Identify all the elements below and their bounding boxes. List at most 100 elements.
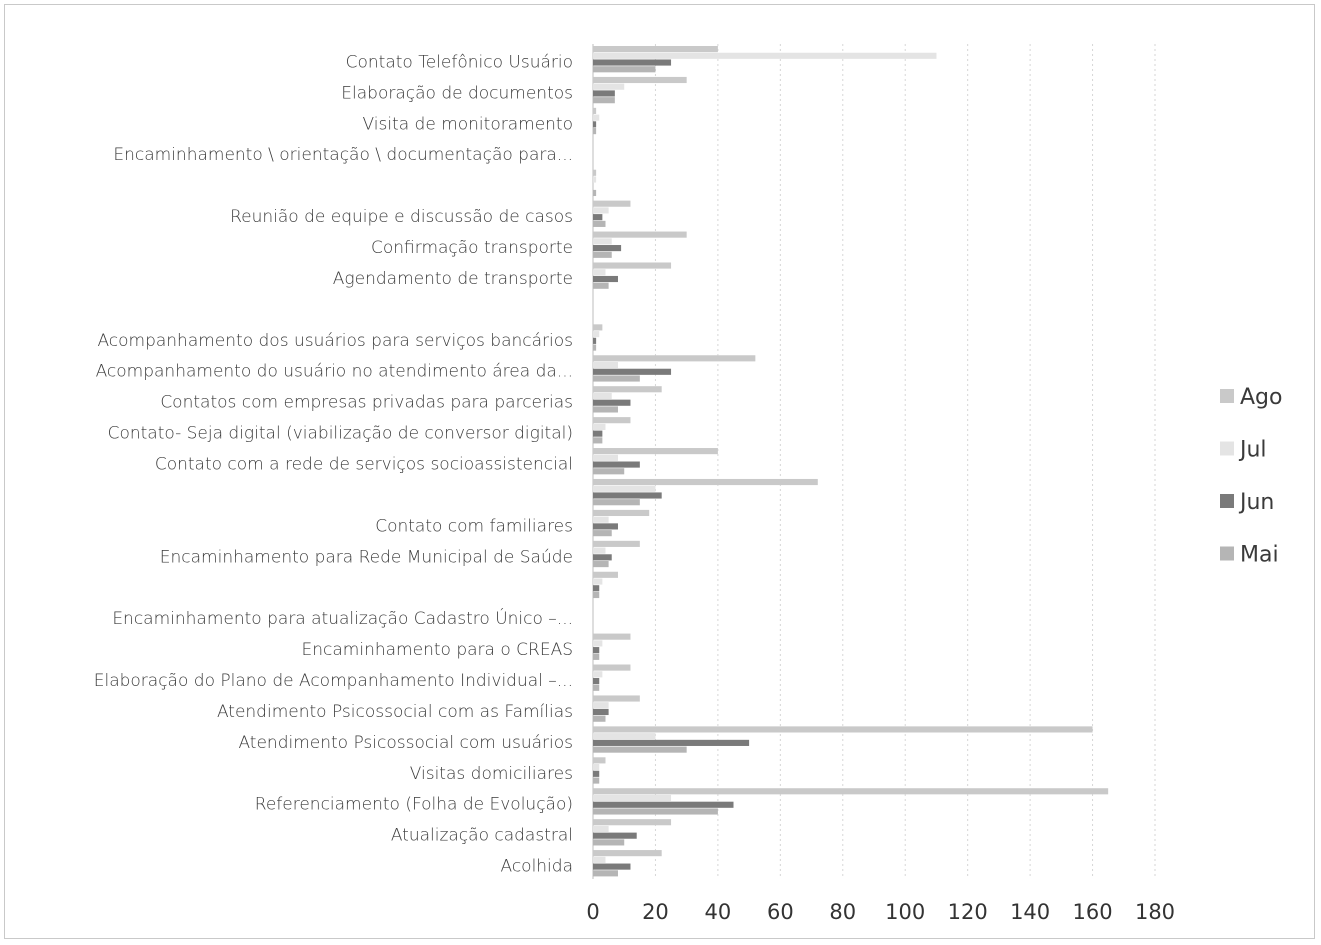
x-tick-label: 160	[1073, 900, 1113, 924]
bar-ago	[593, 262, 671, 268]
bar-ago	[593, 170, 596, 176]
bar-ago	[593, 417, 630, 423]
bar-jul	[593, 84, 624, 90]
bar-jun	[593, 709, 609, 715]
x-tick-label: 60	[767, 900, 794, 924]
category-label: Acompanhamento dos usuários para serviço…	[97, 331, 573, 351]
bar-ago	[593, 77, 687, 83]
bar-jul	[593, 671, 602, 677]
bar-mai	[593, 252, 612, 258]
category-label: Atendimento Psicossocial com as Famílias	[217, 702, 573, 722]
bar-jul	[593, 702, 609, 708]
bar-mai	[593, 66, 655, 72]
category-label: Reunião de equipe e discussão de casos	[230, 207, 573, 227]
bar-jul	[593, 331, 599, 337]
bar-ago	[593, 726, 1093, 732]
category-labels: Contato Telefônico Usuário Elaboração de …	[94, 52, 573, 876]
bar-mai	[593, 654, 599, 660]
bar-jul	[593, 640, 602, 646]
bar-jun	[593, 585, 599, 591]
category-label: Contatos com empresas privadas para parc…	[160, 393, 573, 413]
bar-ago	[593, 324, 602, 330]
category-label: Contato Telefônico Usuário	[346, 52, 573, 72]
x-tick-label: 140	[1010, 900, 1050, 924]
gridlines	[593, 44, 1155, 879]
x-axis-ticks: 0 20 40 60 80 100 120 140 160 180	[586, 900, 1175, 924]
bar-jul	[593, 733, 655, 739]
category-label: Atualização cadastral	[391, 826, 573, 846]
bar-ago	[593, 757, 605, 763]
bar-jul	[593, 578, 602, 584]
bar-ago	[593, 46, 718, 52]
bar-jun	[593, 245, 621, 251]
legend-label-mai: Mai	[1240, 543, 1279, 568]
bar-jun	[593, 833, 637, 839]
bar-ago	[593, 479, 818, 485]
bar-jul	[593, 115, 599, 121]
legend-label-ago: Ago	[1240, 385, 1282, 410]
category-label: Encaminhamento para o CREAS	[302, 640, 573, 660]
legend-swatch-mai	[1220, 547, 1234, 561]
bar-jul	[593, 826, 609, 832]
bar-ago	[593, 108, 596, 114]
bar-jul	[593, 764, 599, 770]
bar-jun	[593, 90, 615, 96]
legend-swatch-jul	[1220, 442, 1234, 456]
bar-jul	[593, 486, 655, 492]
x-tick-label: 20	[642, 900, 669, 924]
bar-jul	[593, 269, 605, 275]
bar-ago	[593, 448, 718, 454]
category-label: Contato- Seja digital (viabilização de c…	[108, 424, 573, 444]
legend-swatch-ago	[1220, 389, 1234, 403]
bar-mai	[593, 283, 609, 289]
bar-jul	[593, 362, 618, 368]
x-tick-label: 120	[948, 900, 988, 924]
bar-mai	[593, 97, 615, 103]
bar-jul	[593, 238, 612, 244]
bar-jun	[593, 431, 602, 437]
bar-ago	[593, 788, 1108, 794]
bar-jun	[593, 492, 662, 498]
category-label: Elaboração de documentos	[341, 83, 573, 103]
category-label: Acompanhamento do usuário no atendimento…	[96, 362, 573, 382]
category-label: Agendamento de transporte	[333, 269, 573, 289]
bar-mai	[593, 221, 605, 227]
bar-ago	[593, 386, 662, 392]
bar-jun	[593, 59, 671, 65]
bar-ago	[593, 634, 630, 640]
x-tick-label: 0	[586, 900, 599, 924]
bar-jun	[593, 554, 612, 560]
category-label: Visita de monitoramento	[363, 114, 574, 134]
category-label: Confirmação transporte	[371, 238, 573, 258]
bar-ago	[593, 355, 755, 361]
bar-jul	[593, 53, 936, 59]
bar-mai	[593, 685, 599, 691]
legend-label-jun: Jun	[1238, 490, 1274, 515]
bar-mai	[593, 437, 602, 443]
bar-jun	[593, 400, 630, 406]
bar-jul	[593, 393, 612, 399]
bar-jul	[593, 795, 671, 801]
bar-ago	[593, 201, 630, 207]
bar-mai	[593, 747, 687, 753]
bar-jun	[593, 647, 599, 653]
bar-mai	[593, 530, 612, 536]
legend-label-jul: Jul	[1238, 438, 1267, 463]
bar-jun	[593, 214, 602, 220]
bar-mai	[593, 128, 596, 134]
bar-jun	[593, 369, 671, 375]
x-tick-label: 40	[705, 900, 732, 924]
bar-mai	[593, 561, 609, 567]
bar-jun	[593, 462, 640, 468]
bar-mai	[593, 468, 624, 474]
legend: Ago Jul Jun Mai	[1220, 385, 1282, 568]
bar-jun	[593, 864, 630, 870]
bar-mai	[593, 839, 624, 845]
x-tick-label: 80	[829, 900, 856, 924]
category-label: Elaboração do Plano de Acompanhamento In…	[94, 671, 573, 691]
bar-jul	[593, 548, 605, 554]
bar-ago	[593, 819, 671, 825]
bar-jul	[593, 455, 618, 461]
bars	[593, 46, 1108, 876]
category-label: Contato com a rede de serviços socioassi…	[155, 455, 573, 475]
